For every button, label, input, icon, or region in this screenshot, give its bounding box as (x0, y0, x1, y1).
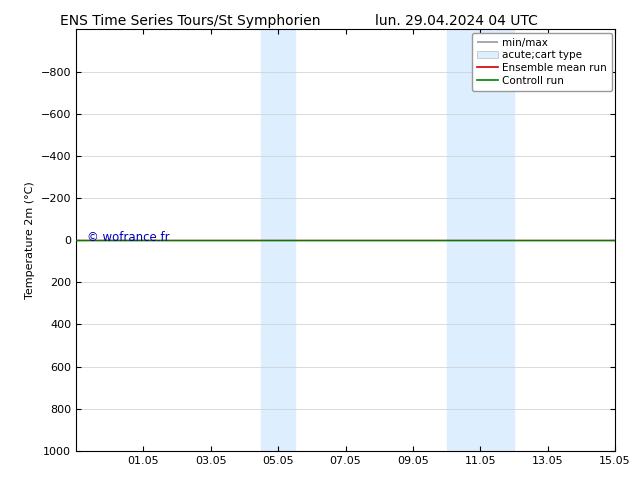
Text: © wofrance.fr: © wofrance.fr (87, 231, 169, 245)
Y-axis label: Temperature 2m (°C): Temperature 2m (°C) (25, 181, 35, 299)
Legend: min/max, acute;cart type, Ensemble mean run, Controll run: min/max, acute;cart type, Ensemble mean … (472, 32, 612, 91)
Bar (446, 29, 514, 451)
Text: ENS Time Series Tours/St Symphorien: ENS Time Series Tours/St Symphorien (60, 14, 320, 28)
Bar (261, 29, 295, 451)
Text: lun. 29.04.2024 04 UTC: lun. 29.04.2024 04 UTC (375, 14, 538, 28)
